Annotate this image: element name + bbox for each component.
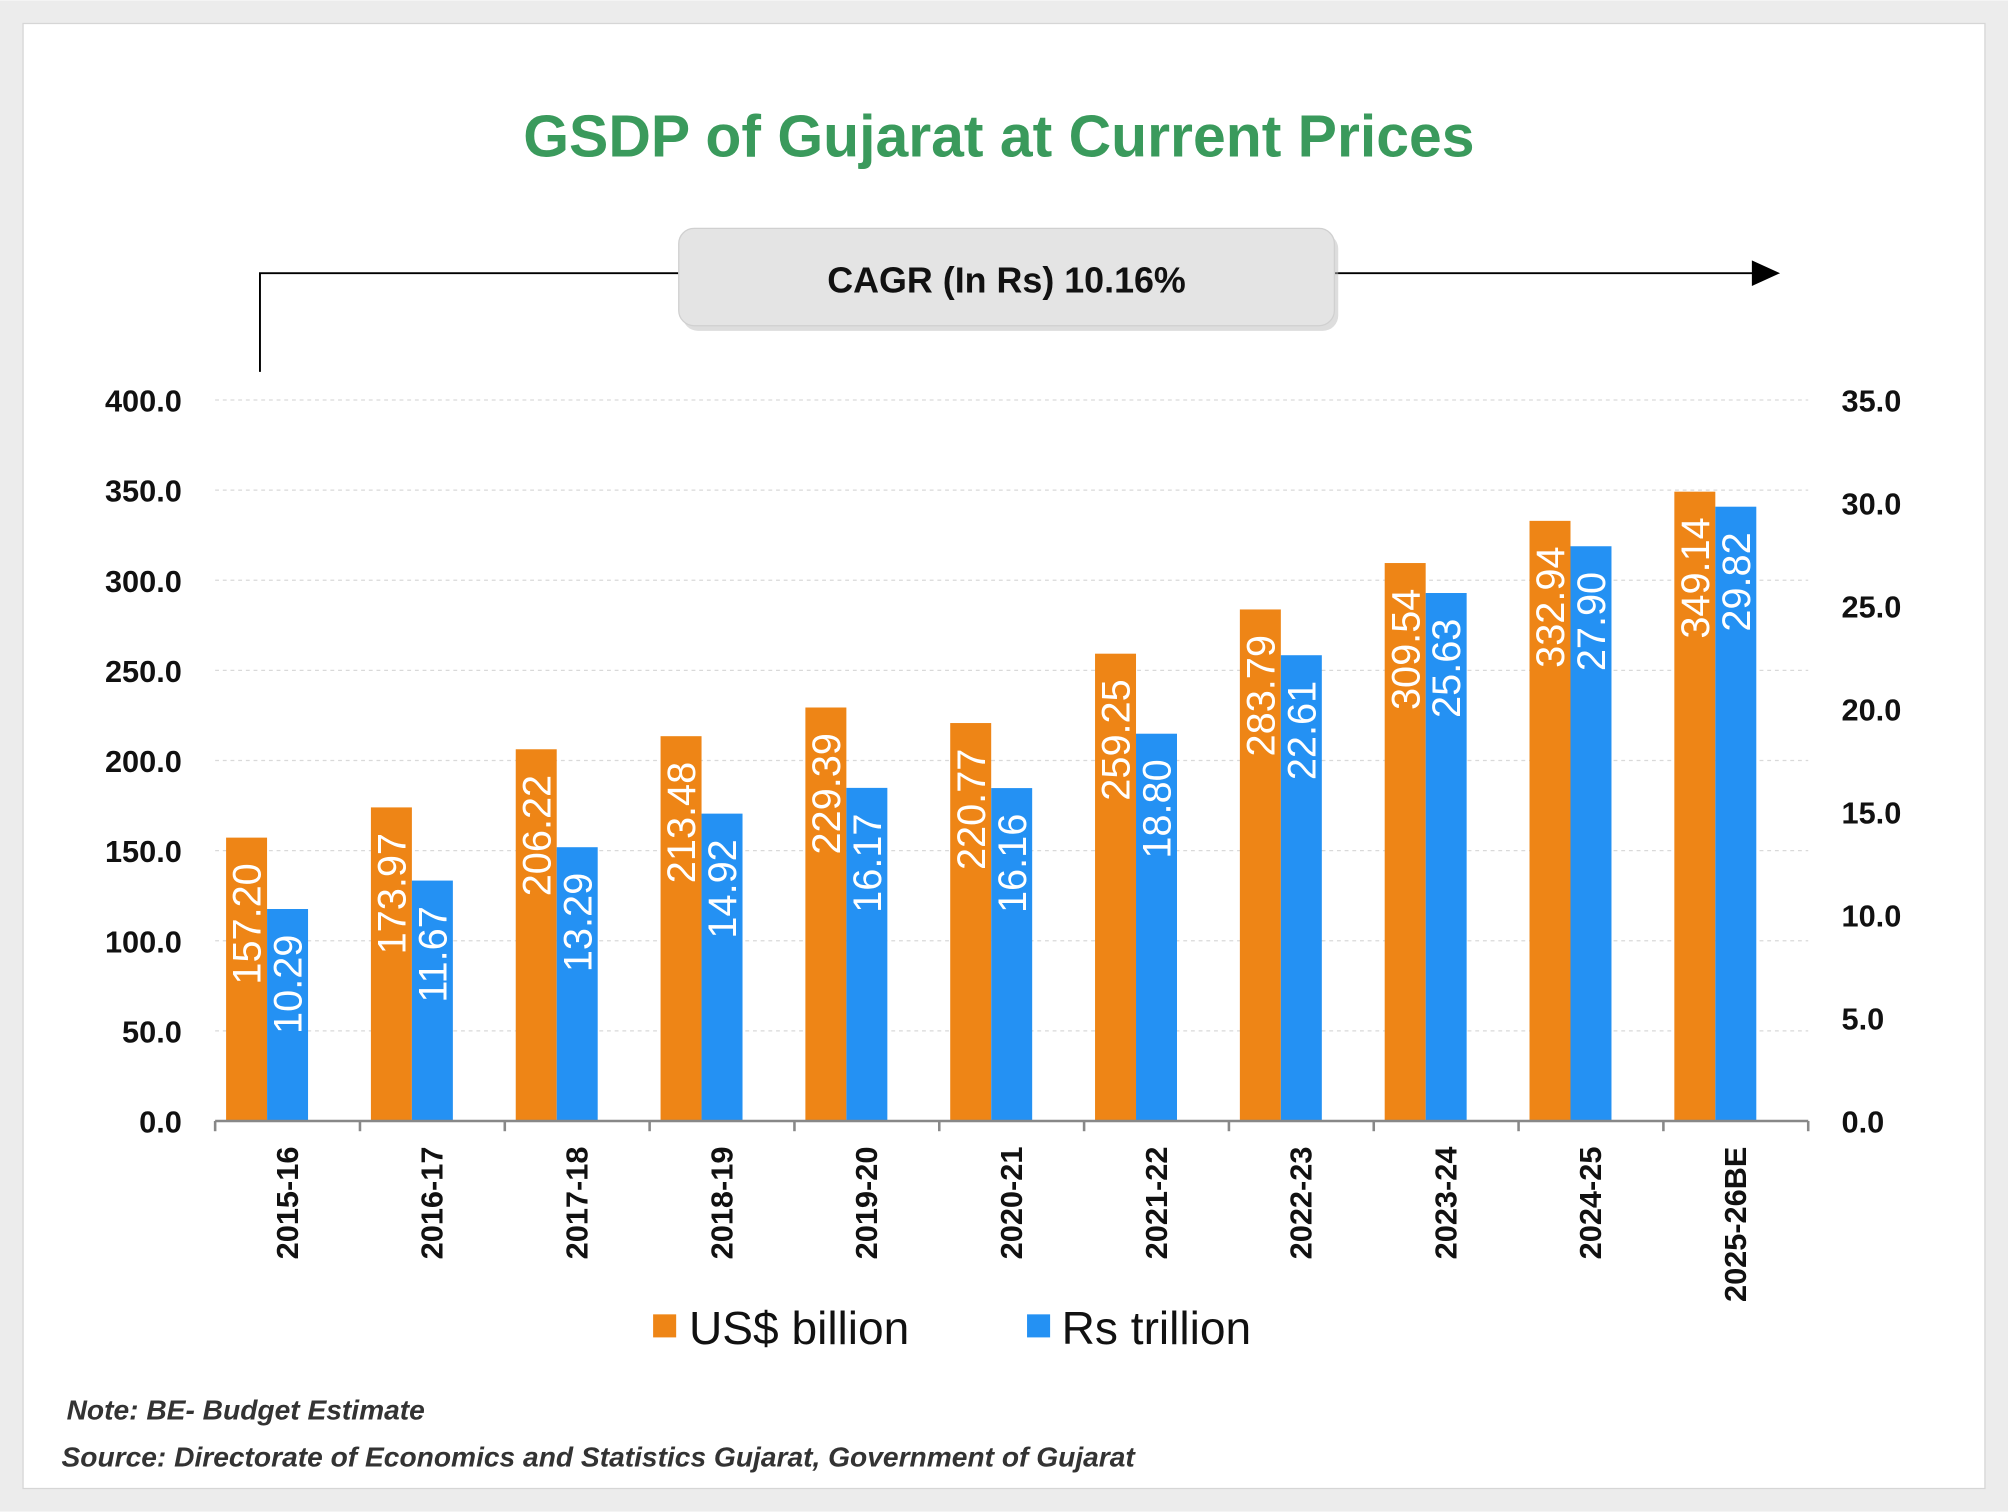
- data-label: 157.20: [226, 863, 270, 984]
- right-axis-tick-label: 25.0: [1842, 590, 1902, 625]
- data-label: 349.14: [1674, 517, 1718, 638]
- bar-rs-trillion: [267, 909, 309, 1121]
- data-label: 259.25: [1095, 679, 1139, 800]
- right-axis-tick-label: 0.0: [1842, 1105, 1885, 1140]
- data-label: 309.54: [1384, 589, 1428, 710]
- left-axis-tick-label: 50.0: [122, 1014, 182, 1049]
- cagr-box: [678, 227, 1336, 327]
- bar-us-billion: [515, 749, 557, 1121]
- data-label: 10.29: [267, 935, 311, 1034]
- bar-rs-trillion: [846, 787, 888, 1121]
- data-label: 29.82: [1715, 532, 1759, 631]
- note-text: Note: BE- Budget Estimate: [67, 1393, 425, 1425]
- bar-rs-trillion: [1280, 655, 1322, 1121]
- right-axis-tick-label: 20.0: [1842, 693, 1902, 728]
- bar-us-billion: [660, 736, 702, 1121]
- bar-rs-trillion: [556, 847, 598, 1121]
- bar-rs-trillion: [1425, 593, 1467, 1121]
- x-axis-category-label: 2024-25: [1573, 1147, 1608, 1260]
- x-axis-category-label: 2016-17: [415, 1147, 450, 1260]
- x-axis-category-label: 2018-19: [704, 1147, 739, 1260]
- data-label: 283.79: [1239, 635, 1283, 756]
- data-label: 16.16: [991, 814, 1035, 913]
- x-axis-category-label: 2022-23: [1284, 1147, 1319, 1260]
- data-label: 25.63: [1425, 619, 1469, 718]
- right-axis-tick-label: 35.0: [1842, 384, 1902, 419]
- data-label: 18.80: [1136, 759, 1180, 858]
- bar-rs-trillion: [411, 880, 453, 1121]
- right-axis-tick-label: 30.0: [1842, 487, 1902, 522]
- bar-us-billion: [1674, 491, 1716, 1121]
- chart-title: GSDP of Gujarat at Current Prices: [523, 105, 1474, 170]
- data-label: 16.17: [846, 813, 890, 912]
- data-label: 14.92: [701, 839, 745, 938]
- x-axis-category-label: 2023-24: [1428, 1147, 1463, 1260]
- left-axis-tick-label: 300.0: [105, 564, 182, 599]
- data-label: 229.39: [805, 733, 849, 854]
- legend: US$ billion Rs trillion: [653, 1302, 1251, 1354]
- data-label: 206.22: [515, 775, 559, 896]
- data-label: 13.29: [556, 873, 600, 972]
- legend-label-us: US$ billion: [689, 1302, 909, 1354]
- bar-us-billion: [1095, 653, 1137, 1121]
- cagr-label: CAGR (In Rs) 10.16%: [827, 260, 1186, 300]
- bar-rs-trillion: [1570, 546, 1612, 1121]
- bar-rs-trillion: [701, 813, 743, 1121]
- bar-rs-trillion: [1715, 506, 1757, 1121]
- left-axis-tick-label: 100.0: [105, 924, 182, 959]
- data-label: 27.90: [1570, 572, 1614, 671]
- legend-swatch-us: [653, 1314, 677, 1338]
- bar-rs-trillion: [991, 788, 1033, 1121]
- bar-rs-trillion: [1136, 733, 1177, 1121]
- data-label: 213.48: [660, 762, 704, 883]
- bar-us-billion: [1529, 520, 1571, 1121]
- bar-us-billion: [226, 837, 268, 1121]
- right-axis-tick-label: 15.0: [1842, 796, 1902, 831]
- legend-swatch-rs: [1027, 1314, 1051, 1338]
- source-text: Source: Directorate of Economics and Sta…: [61, 1441, 1136, 1473]
- left-axis-tick-label: 250.0: [105, 654, 182, 689]
- left-axis-tick-label: 200.0: [105, 744, 182, 779]
- bar-us-billion: [370, 807, 412, 1121]
- x-axis-category-label: 2017-18: [559, 1147, 594, 1260]
- bar-us-billion: [1239, 609, 1281, 1121]
- right-axis-tick-label: 5.0: [1842, 1002, 1885, 1037]
- legend-label-rs: Rs trillion: [1062, 1302, 1252, 1354]
- data-label: 11.67: [411, 906, 455, 1002]
- x-axis-category-label: 2015-16: [270, 1147, 305, 1260]
- bar-us-billion: [950, 723, 992, 1121]
- bar-us-billion: [1384, 563, 1426, 1121]
- bar-us-billion: [805, 707, 847, 1121]
- data-label: 22.61: [1280, 681, 1324, 780]
- right-axis-tick-label: 10.0: [1842, 899, 1902, 934]
- x-axis-category-label: 2021-22: [1139, 1147, 1174, 1260]
- left-axis-tick-label: 0.0: [139, 1105, 182, 1140]
- x-axis-category-label: 2020-21: [994, 1147, 1029, 1260]
- left-axis-tick-label: 150.0: [105, 834, 182, 869]
- left-axis-tick-label: 400.0: [105, 384, 182, 419]
- data-label: 173.97: [370, 833, 414, 954]
- left-axis-tick-label: 350.0: [105, 474, 182, 509]
- x-axis-category-label: 2025-26BE: [1718, 1147, 1753, 1302]
- data-label: 332.94: [1529, 546, 1573, 667]
- x-axis-category-label: 2019-20: [849, 1147, 884, 1260]
- data-label: 220.77: [950, 749, 994, 870]
